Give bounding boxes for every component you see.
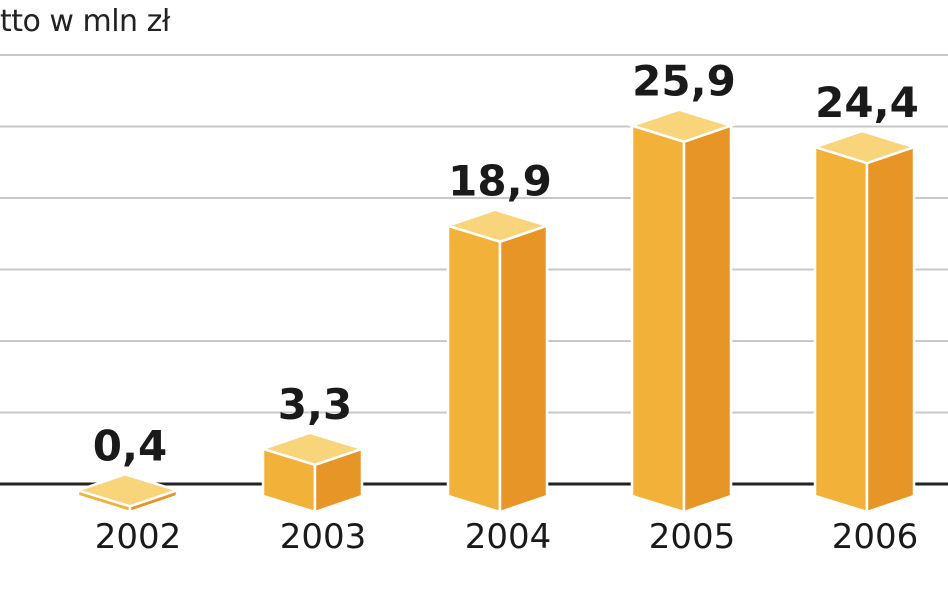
bar-side-face bbox=[865, 145, 916, 514]
bar-top-face bbox=[258, 431, 367, 467]
category-label: 2002 bbox=[95, 517, 182, 557]
bar-front-face bbox=[446, 224, 502, 514]
bars bbox=[73, 108, 919, 514]
bar-side-face bbox=[682, 123, 733, 514]
value-label: 3,3 bbox=[278, 380, 352, 429]
category-label: 2003 bbox=[280, 517, 367, 557]
value-labels: 0,4 3,3 18,9 25,9 24,4 bbox=[93, 57, 919, 471]
bar-2003 bbox=[258, 431, 367, 514]
value-label: 25,9 bbox=[632, 57, 736, 106]
bar-top-face bbox=[627, 108, 736, 143]
bar-2002 bbox=[73, 472, 182, 514]
value-label: 24,4 bbox=[815, 78, 919, 127]
category-label: 2006 bbox=[832, 517, 919, 557]
bar-front-face bbox=[630, 123, 686, 514]
value-label: 18,9 bbox=[448, 157, 552, 206]
bar-2005 bbox=[627, 108, 736, 514]
chart-title: tto w mln zł bbox=[0, 4, 170, 39]
bar-2006 bbox=[810, 129, 919, 514]
bar-front-face bbox=[813, 145, 869, 514]
bar-top-face bbox=[73, 472, 182, 508]
bar-top-face bbox=[443, 208, 552, 244]
bar-2004 bbox=[443, 208, 552, 514]
bar-top-face bbox=[810, 129, 919, 165]
category-label: 2005 bbox=[649, 517, 736, 557]
bar-side-face bbox=[498, 223, 549, 514]
category-label: 2004 bbox=[465, 517, 552, 557]
category-labels: 2002 2003 2004 2005 2006 bbox=[95, 517, 919, 557]
value-label: 0,4 bbox=[93, 421, 167, 470]
